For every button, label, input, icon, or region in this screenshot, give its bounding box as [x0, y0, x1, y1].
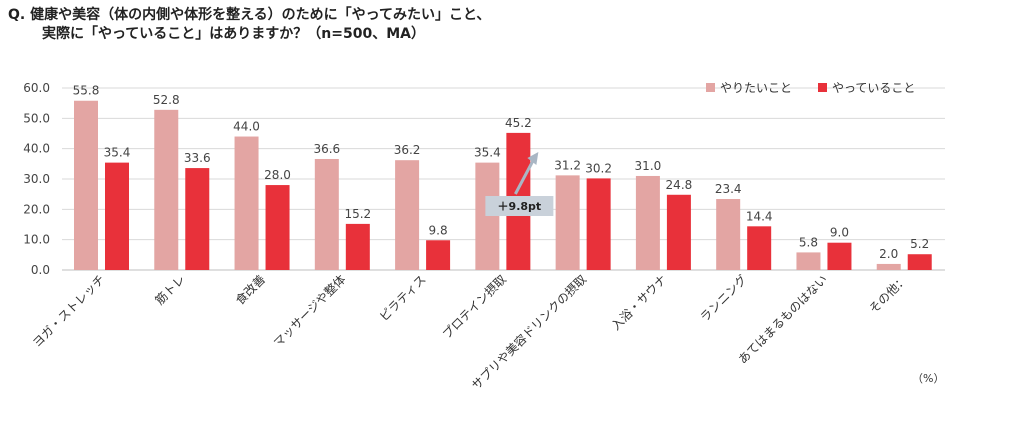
- bar-want: [555, 175, 580, 270]
- bar-want: [796, 252, 821, 270]
- data-label: 24.8: [666, 178, 693, 192]
- data-label: 44.0: [233, 120, 260, 134]
- bar-want: [314, 158, 339, 270]
- y-tick-label: 20.0: [23, 202, 50, 216]
- data-label: 2.0: [879, 247, 898, 261]
- legend-swatch-doing: [818, 83, 827, 92]
- bar-doing: [426, 240, 451, 270]
- annotation-arrowhead: [527, 152, 539, 165]
- data-label: 14.4: [746, 209, 773, 223]
- bar-doing: [907, 254, 932, 270]
- data-label: 45.2: [505, 116, 532, 130]
- bar-doing: [185, 168, 210, 270]
- data-label: 35.4: [474, 146, 501, 160]
- y-tick-label: 50.0: [23, 111, 50, 125]
- legend-label-want: やりたいこと: [720, 81, 792, 95]
- question-title: Q. 健康や美容（体の内側や体形を整える）のために「やってみたい」こと、 実際に…: [8, 6, 490, 44]
- annotation: ＋9.8pt: [485, 152, 554, 216]
- legend: やりたいこと やっていること: [706, 81, 915, 95]
- annotation-arrow: [514, 159, 535, 195]
- data-label: 9.0: [830, 226, 849, 240]
- question-line-1: Q. 健康や美容（体の内側や体形を整える）のために「やってみたい」こと、: [8, 7, 491, 23]
- y-tick-label: 40.0: [23, 142, 50, 156]
- category-label: マッサージや整体: [270, 272, 348, 350]
- bar-doing: [827, 242, 852, 270]
- annotation-box: [485, 196, 554, 216]
- data-label: 5.2: [910, 237, 929, 251]
- data-label: 36.2: [394, 143, 421, 157]
- data-label: 30.2: [585, 161, 612, 175]
- data-label: 5.8: [799, 235, 818, 249]
- bar-want: [395, 160, 420, 270]
- data-label: 28.0: [264, 168, 291, 182]
- y-tick-label: 0.0: [31, 263, 50, 277]
- y-tick-label: 10.0: [23, 233, 50, 247]
- bar-want: [475, 162, 500, 270]
- data-label: 55.8: [73, 84, 100, 98]
- bar-want: [635, 175, 660, 270]
- data-label: 31.2: [554, 158, 581, 172]
- category-label: プロテイン摂取: [439, 272, 509, 342]
- unit-label: （%）: [912, 372, 945, 385]
- category-label: ピラティス: [377, 272, 429, 324]
- bar-doing: [105, 162, 129, 270]
- data-labels: 55.8 35.4 52.8 33.6 44.0 28.0 36.6 15.2 36.2 9.8 3…: [73, 84, 930, 261]
- category-label: 入浴・サウナ: [609, 272, 670, 333]
- bar-doing: [586, 178, 611, 270]
- data-label: 31.0: [635, 159, 662, 173]
- data-label: 35.4: [104, 146, 131, 160]
- category-labels: ヨガ・ストレッチ 筋トレ 食改善 マッサージや整体 ピラティス プロテイン摂取サプリや美容…: [30, 272, 911, 393]
- bar-want: [234, 136, 259, 270]
- legend-swatch-want: [706, 83, 715, 92]
- y-axis-ticks: 0.0 10.0 20.0 30.0 40.0 50.0 60.0: [23, 81, 50, 277]
- bar-doing: [265, 185, 290, 270]
- bar-want: [74, 100, 98, 271]
- data-label: 9.8: [429, 223, 448, 237]
- data-label: 52.8: [153, 93, 180, 107]
- category-label: 筋トレ: [152, 272, 188, 308]
- y-tick-label: 30.0: [23, 172, 50, 186]
- category-label: 食改善: [232, 272, 268, 308]
- category-label: ランニング: [697, 272, 749, 324]
- category-label: あてはまるものはない: [736, 272, 830, 366]
- bar-doing: [747, 226, 772, 270]
- data-label: 33.6: [184, 151, 211, 165]
- bar-want: [154, 109, 179, 270]
- bar-doing: [666, 194, 691, 270]
- data-label: 23.4: [715, 182, 742, 196]
- annotation-text: ＋9.8pt: [498, 200, 542, 213]
- question-line-2: 実際に「やっていること」はありますか？（n=500、MA）: [42, 26, 425, 42]
- legend-label-doing: やっていること: [832, 81, 915, 95]
- bar-want: [716, 199, 741, 270]
- bar-want: [876, 263, 901, 270]
- category-label: その他：: [866, 272, 910, 316]
- data-label: 15.2: [344, 207, 371, 221]
- data-label: 36.6: [313, 142, 340, 156]
- y-tick-label: 60.0: [23, 81, 50, 95]
- category-label: ヨガ・ストレッチ: [30, 272, 108, 350]
- bar-doing: [345, 223, 370, 270]
